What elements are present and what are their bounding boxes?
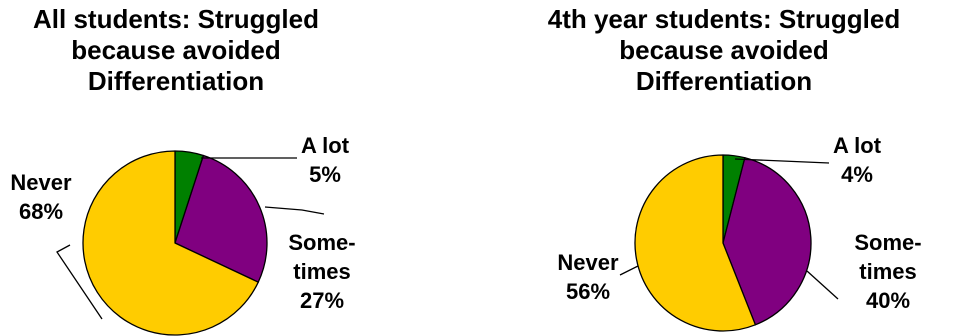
chart-title-line: Differentiation bbox=[87, 66, 265, 96]
pie-chart: A lot 4% Some-times 40% Never 56% bbox=[557, 133, 922, 332]
slice-name-label: Some- bbox=[288, 230, 355, 255]
slice-value-label: 4% bbox=[841, 162, 873, 187]
chart-title-line: because avoided bbox=[619, 35, 829, 65]
pie-chart: A lot 5% Some-times 27% Never 68% bbox=[10, 133, 356, 336]
slice-label: Some-times 27% bbox=[288, 230, 355, 313]
chart-title-line: All students: Struggled bbox=[33, 4, 319, 34]
slice-value-label: 5% bbox=[309, 162, 341, 187]
leader-line bbox=[56, 244, 103, 320]
slice-value-label: 27% bbox=[300, 288, 344, 313]
slice-value-label: 56% bbox=[566, 279, 610, 304]
leader-line bbox=[806, 270, 839, 300]
slice-label: Never 56% bbox=[557, 250, 619, 304]
slice-name-label: Never bbox=[10, 170, 72, 195]
slice-name-label: Never bbox=[557, 250, 619, 275]
chart-title-line: Differentiation bbox=[635, 66, 813, 96]
pie-chart-4th-year-students: 4th year students: Struggled because avo… bbox=[480, 0, 959, 336]
slice-label: A lot 5% bbox=[301, 133, 350, 187]
slice-name-label: A lot bbox=[833, 133, 882, 158]
slice-label: Some-times 40% bbox=[854, 230, 921, 313]
leader-line bbox=[734, 158, 830, 164]
chart-title-line: because avoided bbox=[71, 35, 281, 65]
slice-name-label: A lot bbox=[301, 133, 350, 158]
pie-slice-never bbox=[634, 154, 757, 332]
slice-name-label: times bbox=[859, 259, 916, 284]
slice-value-label: 68% bbox=[19, 199, 63, 224]
slice-name-label: times bbox=[293, 259, 350, 284]
leader-line bbox=[619, 265, 639, 276]
slice-name-label: Some- bbox=[854, 230, 921, 255]
chart-title-line: 4th year students: Struggled bbox=[547, 4, 901, 34]
slice-value-label: 40% bbox=[866, 288, 910, 313]
leader-line bbox=[264, 206, 325, 215]
slice-label: Never 68% bbox=[10, 170, 72, 224]
pie-chart-all-students: All students: Struggled because avoided … bbox=[10, 4, 356, 336]
pie-slice-never bbox=[82, 150, 259, 336]
slice-label: A lot 4% bbox=[833, 133, 882, 187]
pie-slice-sometimes bbox=[174, 154, 268, 283]
pie-slice-sometimes bbox=[722, 157, 812, 326]
